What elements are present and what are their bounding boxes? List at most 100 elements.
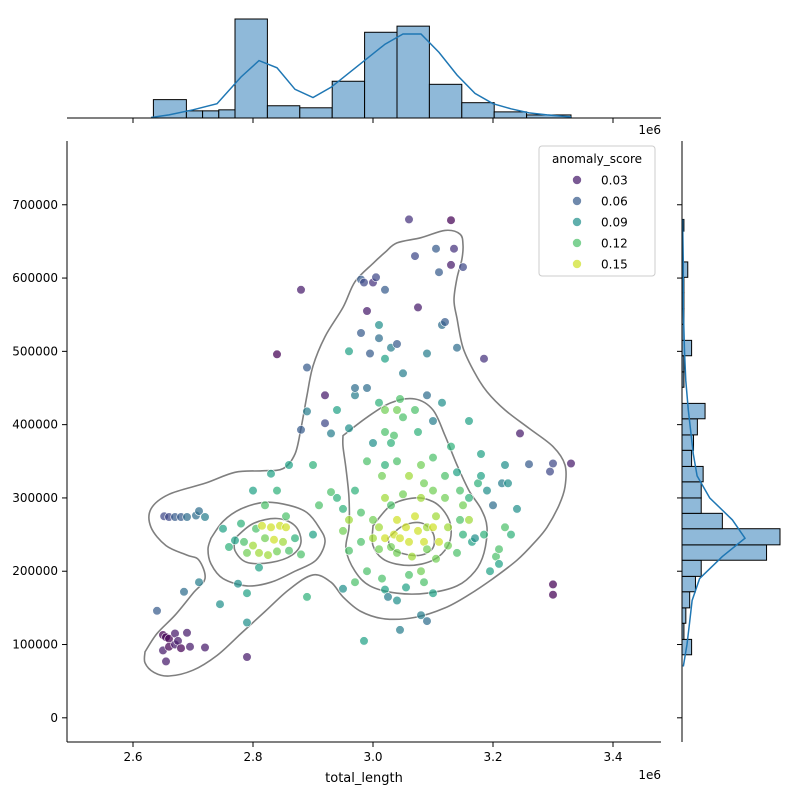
scatter-point — [356, 507, 366, 518]
scatter-point — [239, 537, 249, 547]
right-hist-bar — [681, 497, 702, 514]
top-hist-bar — [202, 110, 220, 119]
scatter-point — [443, 540, 453, 551]
top-hist-bar — [331, 80, 366, 119]
scatter-point — [566, 458, 576, 469]
scatter-point — [254, 548, 264, 558]
scatter-point — [380, 285, 390, 295]
top-hist-bar — [364, 31, 398, 119]
top-hist-bar — [461, 102, 495, 119]
scatter-point — [332, 405, 342, 415]
legend-marker — [572, 196, 582, 206]
right-hist-bar — [681, 402, 706, 420]
x-axis-offset-label: 1e6 — [638, 768, 661, 782]
scatter-point — [338, 504, 348, 514]
scatter-point — [290, 533, 300, 543]
x-tick-label: 3.4 — [603, 750, 622, 764]
legend-marker — [572, 259, 582, 269]
scatter-point — [395, 394, 405, 404]
x-axis-label: total_length — [325, 771, 403, 786]
scatter-point — [296, 285, 306, 295]
kde-contour-line — [233, 517, 302, 565]
y-tick-label: 500000 — [12, 344, 58, 358]
scatter-point — [392, 405, 402, 415]
scatter-point — [296, 549, 306, 560]
scatter-point — [386, 542, 396, 552]
right-hist-bar — [681, 575, 696, 593]
scatter-point — [272, 349, 282, 359]
scatter-point — [458, 529, 468, 540]
scatter-point — [182, 512, 192, 522]
scatter-point — [179, 587, 189, 597]
scatter-point — [362, 456, 372, 466]
legend-label: 0.06 — [601, 195, 628, 209]
scatter-point — [395, 533, 405, 543]
right-hist-bar — [681, 591, 691, 609]
scatter-point — [422, 348, 432, 359]
scatter-point — [356, 328, 366, 338]
scatter-point — [476, 471, 486, 481]
scatter-point — [185, 642, 195, 652]
scatter-point — [455, 515, 465, 525]
legend-label: 0.09 — [601, 216, 628, 230]
scatter-point — [368, 515, 378, 525]
scatter-point — [410, 405, 420, 415]
scatter-point — [176, 643, 186, 653]
scatter-point — [224, 542, 234, 552]
scatter-point — [458, 500, 468, 510]
y-tick-label: 300000 — [12, 491, 58, 505]
scatter-point — [215, 599, 225, 609]
scatter-point — [419, 577, 429, 587]
scatter-point — [320, 390, 330, 400]
scatter-point — [404, 537, 414, 547]
scatter-point — [320, 418, 330, 428]
scatter-point — [428, 453, 438, 463]
scatter-point — [344, 515, 354, 525]
x-tick-label: 3.0 — [363, 750, 382, 764]
x-tick-label: 2.8 — [243, 750, 262, 764]
scatter-point — [326, 428, 336, 439]
top-marginal-histogram — [150, 18, 572, 119]
scatter-point — [410, 251, 420, 261]
scatter-point — [440, 471, 450, 481]
scatter-point — [374, 544, 384, 554]
scatter-point — [440, 317, 450, 327]
scatter-point — [404, 214, 414, 224]
scatter-point — [455, 486, 465, 496]
scatter-point — [272, 546, 282, 557]
scatter-point — [428, 588, 438, 598]
scatter-point — [404, 570, 414, 580]
scatter-point — [452, 548, 462, 558]
scatter-point — [383, 592, 393, 602]
scatter-point — [296, 425, 306, 435]
scatter-point — [302, 362, 312, 373]
scatter-point — [392, 456, 402, 466]
scatter-point — [470, 533, 480, 543]
kde-contour-line — [371, 496, 452, 567]
scatter-point — [269, 535, 279, 545]
scatter-point — [350, 383, 360, 393]
y-tick-label: 600000 — [12, 271, 58, 285]
scatter-point — [422, 616, 432, 626]
scatter-point — [437, 398, 447, 408]
right-marginal-histogram — [681, 218, 781, 667]
scatter-point — [476, 449, 486, 459]
scatter-point — [494, 559, 504, 569]
scatter-point — [380, 460, 390, 470]
axes: 2.6 2.8 3.0 3.2 3.4 0 100000 200000 300000 400000… — [12, 117, 683, 764]
scatter-point — [344, 423, 354, 433]
scatter-point — [350, 486, 360, 496]
scatter-point — [278, 537, 288, 547]
scatter-point — [362, 383, 372, 393]
scatter-point — [440, 493, 450, 503]
scatter-point — [386, 438, 396, 448]
scatter-point — [446, 260, 456, 270]
scatter-point — [377, 573, 387, 584]
scatter-point — [428, 522, 438, 532]
scatter-point — [284, 546, 294, 556]
scatter-point — [338, 584, 348, 594]
scatter-point — [308, 460, 318, 470]
scatter-point — [368, 438, 378, 448]
legend: anomaly_score 0.03 0.06 0.09 0.12 0.15 — [538, 145, 656, 277]
scatter-point — [413, 427, 423, 437]
